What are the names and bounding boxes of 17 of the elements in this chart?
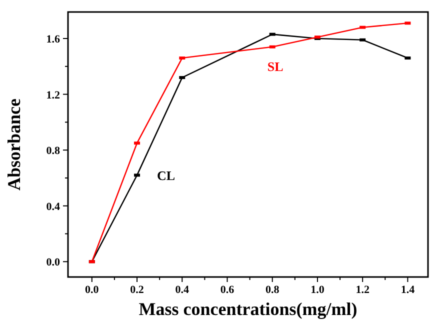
x-tick-label: 1.2 (356, 284, 370, 296)
y-tick-label: 1.6 (46, 34, 60, 46)
y-tick-label: 0.0 (46, 256, 60, 269)
y-tick-label: 0.4 (46, 200, 60, 213)
series-label: SL (267, 58, 284, 74)
x-tick-label: 0.2 (130, 284, 144, 296)
x-tick-label: 1.0 (310, 284, 325, 296)
series-label: CL (157, 168, 176, 184)
y-tick-label: 0.8 (46, 145, 60, 158)
x-tick-label: 0.8 (265, 284, 280, 296)
y-tick-label: 1.2 (46, 89, 60, 102)
x-tick-label: 0.4 (175, 284, 190, 296)
x-tick-label: 0.6 (220, 284, 235, 296)
x-tick-label: 0.0 (85, 284, 100, 296)
y-axis-title: Absorbance (4, 98, 24, 191)
x-axis-title: Mass concentrations(mg/ml) (138, 299, 358, 319)
x-tick-label: 1.4 (400, 284, 416, 296)
